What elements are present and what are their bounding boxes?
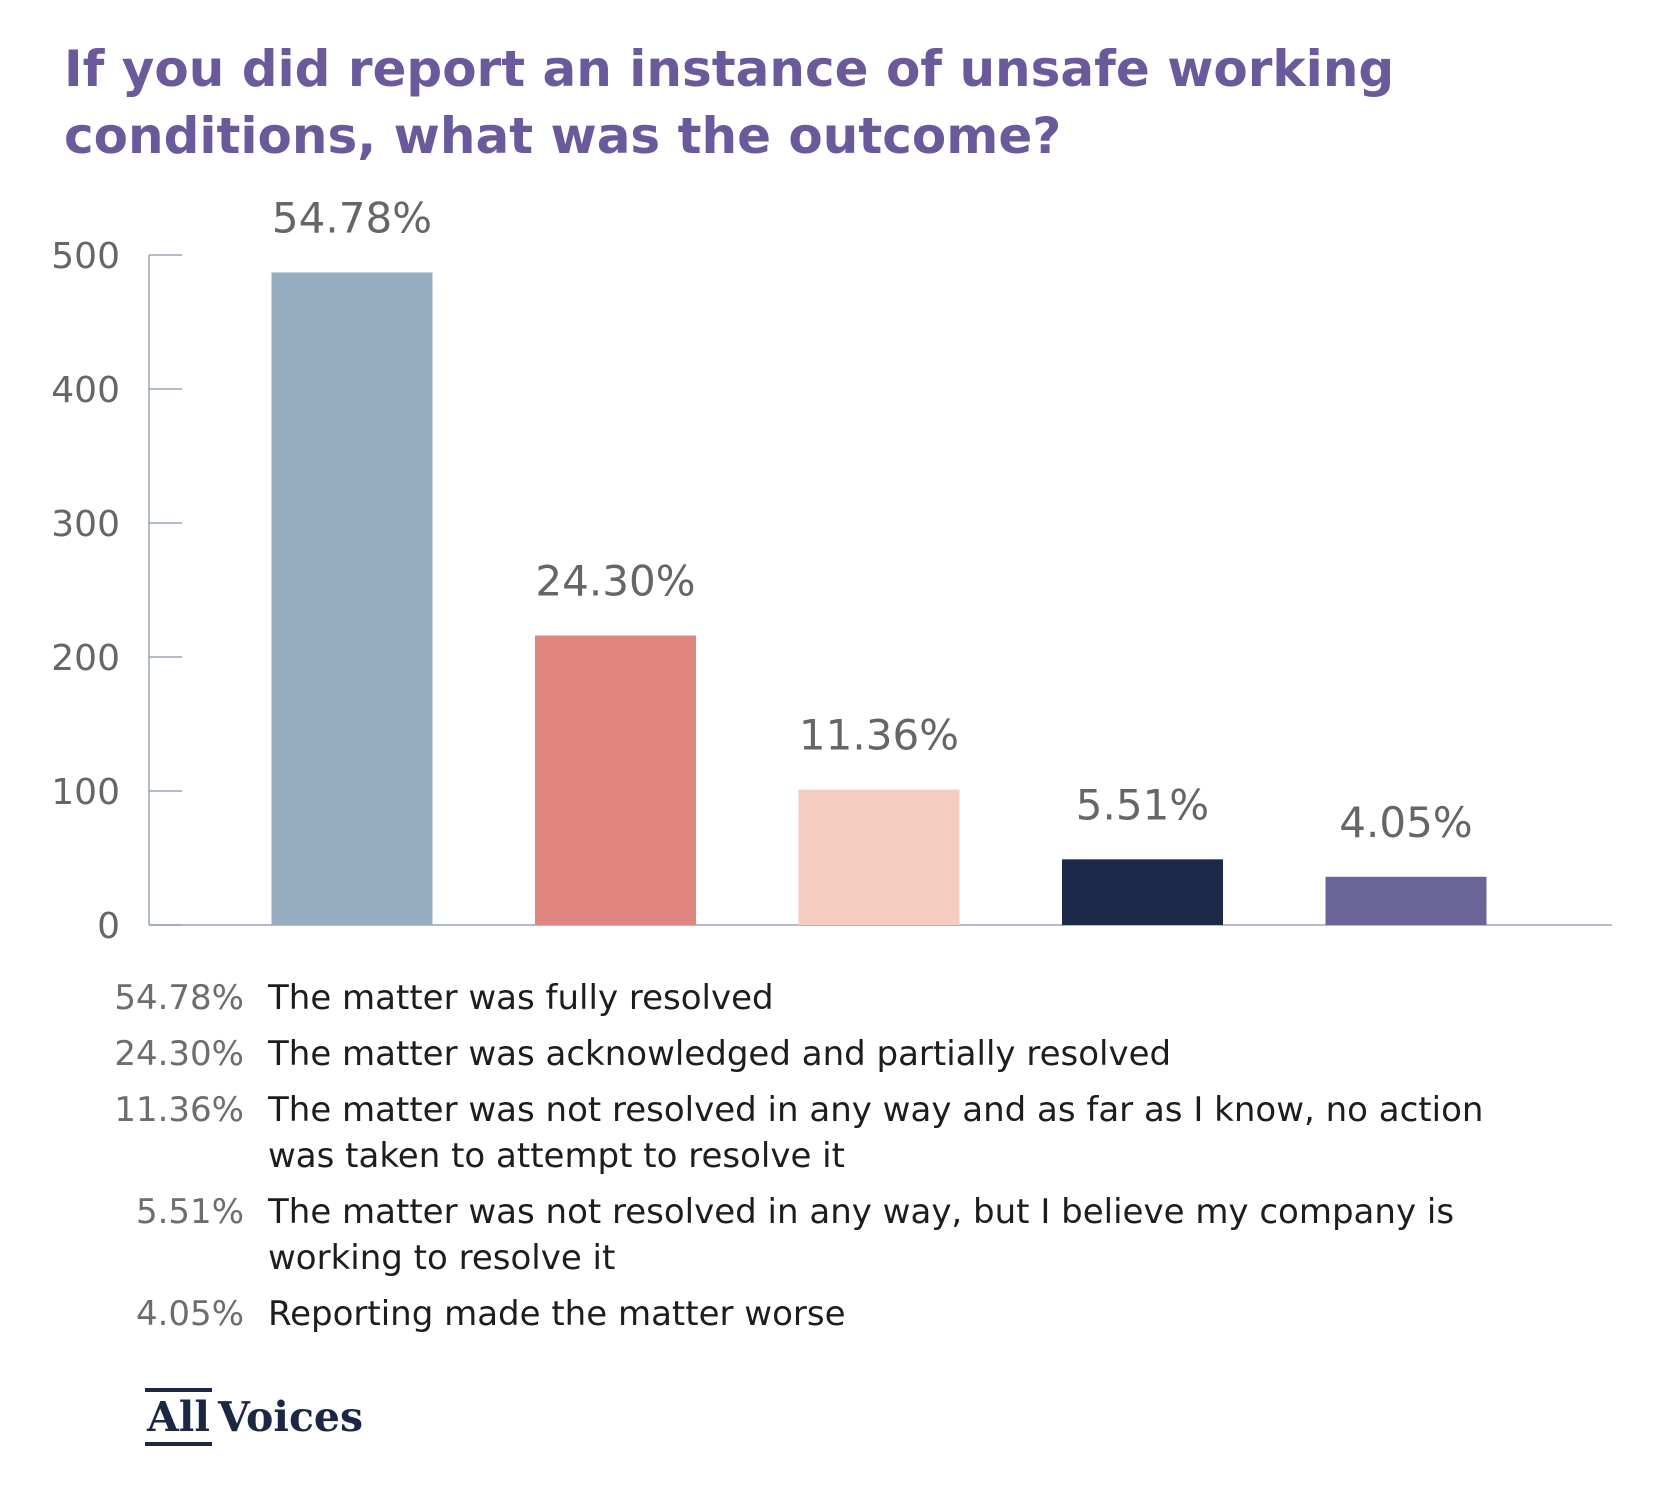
logo-text-voices: Voices [217,1393,364,1441]
bar-4 [1062,859,1223,925]
bar-3 [798,789,960,925]
chart-title: If you did report an instance of unsafe … [64,36,1564,170]
chart-title-line-1: If you did report an instance of unsafe … [64,40,1395,98]
legend-label-line: working to resolve it [268,1238,616,1278]
legend-list: 54.78% The matter was fully resolved 24.30… [0,975,1668,1347]
legend-item: 54.78% The matter was fully resolved [0,975,1668,1021]
logo-text-all: All [145,1388,212,1446]
y-axis-ticks: 0 100 200 300 400 500 [51,236,182,947]
y-tick-label: 0 [97,906,120,947]
bar-data-labels: 54.78% 24.30% 11.36% 5.51% 4.05% [272,193,1473,846]
y-tick-label: 200 [51,638,120,679]
bar-data-label-2: 24.30% [535,557,695,606]
bar-1 [271,272,433,925]
legend-label-line: Reporting made the matter worse [268,1294,846,1334]
legend-label-line: The matter was fully resolved [268,978,774,1018]
legend-label-line: The matter was not resolved in any way, … [268,1192,1455,1232]
bar-data-label-5: 4.05% [1339,798,1472,847]
legend-item: 5.51% The matter was not resolved in any … [0,1189,1668,1281]
bar-chart: 0 100 200 300 400 500 54.78% 24.30% 11.36% 5.51%… [51,193,1612,947]
legend-item: 11.36% The matter was not resolved in any… [0,1087,1668,1179]
legend-label-line: The matter was not resolved in any way a… [268,1090,1484,1130]
bar-5 [1325,876,1487,925]
legend-percent: 4.05% [135,1294,244,1334]
legend-label: The matter was fully resolved [268,975,1648,1021]
legend-label: Reporting made the matter worse [268,1291,1648,1337]
legend-item: 24.30% The matter was acknowledged and pa… [0,1031,1668,1077]
legend-percent: 11.36% [114,1090,244,1130]
legend-percent: 24.30% [114,1034,244,1074]
legend-label-line: The matter was acknowledged and partiall… [268,1034,1172,1074]
chart-title-line-2: conditions, what was the outcome? [64,107,1062,165]
y-tick-label: 300 [51,504,120,545]
bar-data-label-1: 54.78% [272,193,432,242]
y-tick-label: 500 [51,236,120,277]
bar-data-label-4: 5.51% [1076,780,1209,829]
y-tick-label: 100 [51,772,120,813]
legend-label: The matter was not resolved in any way a… [268,1087,1648,1179]
legend-percent: 5.51% [135,1192,244,1232]
bar-2 [535,635,696,925]
legend-label-line: was taken to attempt to resolve it [268,1136,845,1176]
legend-percent: 54.78% [114,978,244,1018]
bars [271,272,1487,925]
allvoices-logo: All Voices [145,1388,363,1446]
bar-data-label-3: 11.36% [799,711,959,760]
legend-label: The matter was acknowledged and partiall… [268,1031,1648,1077]
y-tick-label: 400 [51,370,120,411]
legend-item: 4.05% Reporting made the matter worse [0,1291,1668,1337]
legend-label: The matter was not resolved in any way, … [268,1189,1648,1281]
